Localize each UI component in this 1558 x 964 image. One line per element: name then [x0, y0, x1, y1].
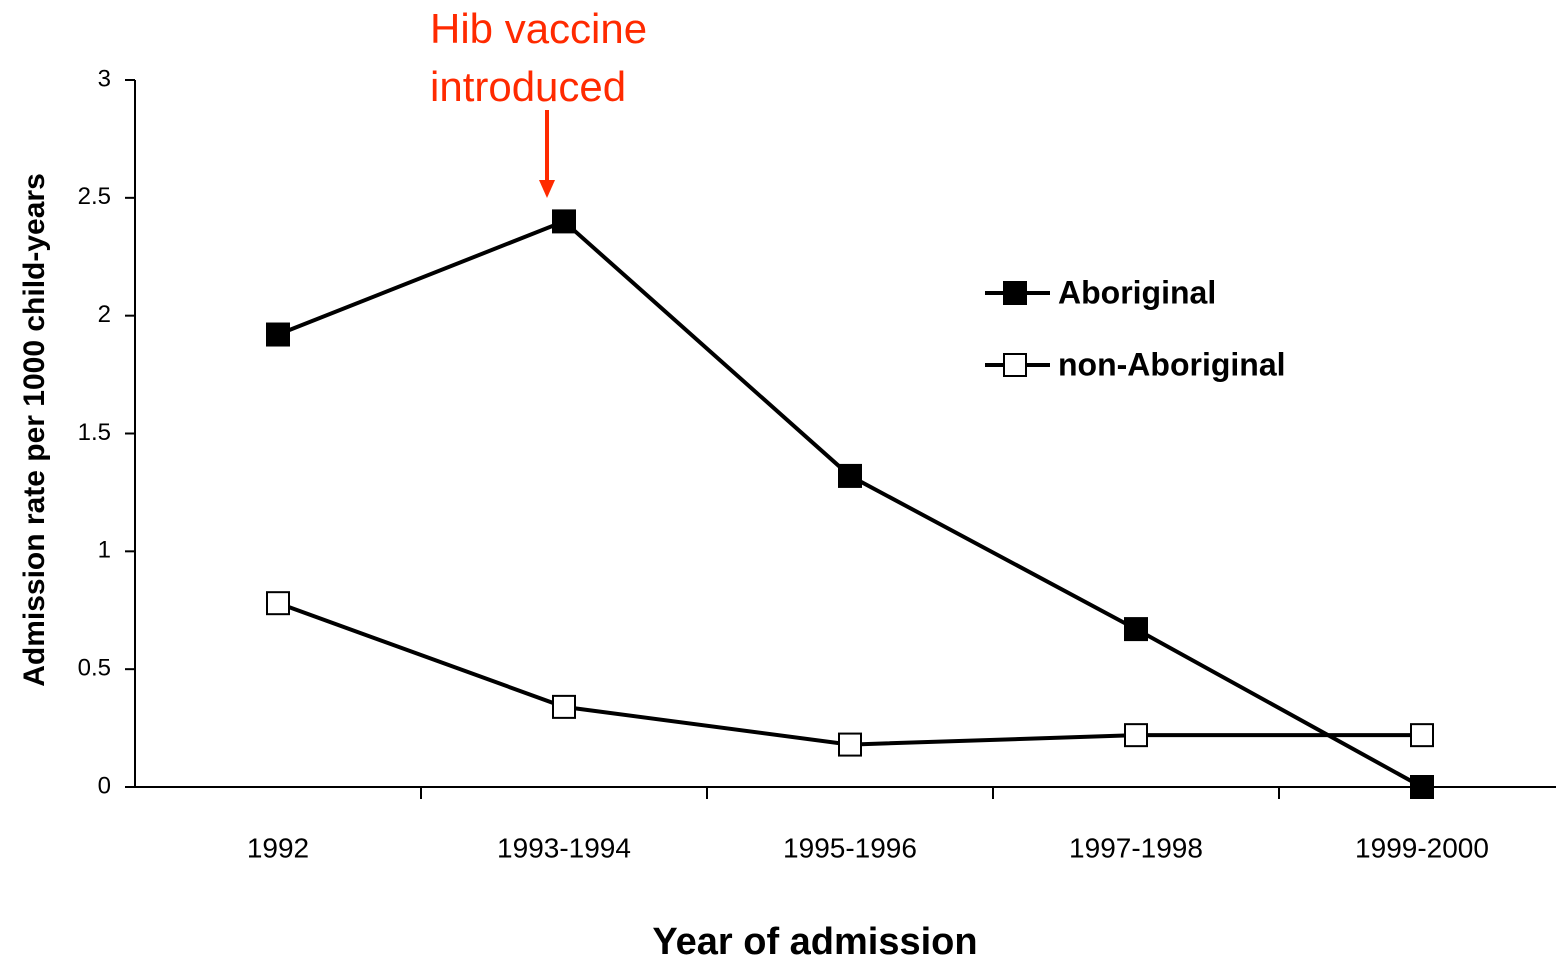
y-tick-label: 3	[98, 65, 111, 92]
marker	[266, 322, 290, 347]
annotation-text: Hib vaccine	[430, 5, 647, 52]
marker	[552, 694, 576, 719]
marker	[1124, 617, 1148, 642]
x-tick-label: 1993-1994	[497, 832, 631, 863]
x-axis-label: Year of admission	[652, 921, 977, 963]
marker	[1124, 723, 1148, 748]
series-line	[277, 601, 1422, 747]
y-tick-label: 1.5	[78, 419, 111, 446]
y-tick-label: 2	[98, 301, 111, 328]
marker	[1410, 723, 1434, 748]
legend-marker	[1003, 353, 1027, 377]
marker	[552, 209, 576, 234]
y-axis-label: Admission rate per 1000 child-years	[18, 173, 51, 687]
annotation-text: introduced	[430, 63, 626, 110]
y-tick-label: 2.5	[78, 183, 111, 210]
marker	[838, 732, 862, 757]
legend-label: non-Aboriginal	[1058, 346, 1286, 382]
x-tick-label: 1995-1996	[783, 832, 917, 863]
y-tick-label: 0	[98, 772, 111, 799]
legend-label: Aboriginal	[1058, 274, 1216, 310]
annotation-arrowhead	[539, 180, 555, 198]
legend-marker	[1003, 281, 1027, 305]
marker	[1410, 775, 1434, 799]
x-tick-label: 1992	[247, 832, 309, 863]
y-tick-label: 0.5	[78, 655, 111, 682]
marker	[838, 463, 862, 488]
x-tick-label: 1997-1998	[1069, 832, 1203, 863]
x-tick-label: 1999-2000	[1355, 832, 1489, 863]
marker	[266, 591, 290, 616]
y-tick-label: 1	[98, 537, 111, 564]
series-line	[277, 219, 1423, 789]
